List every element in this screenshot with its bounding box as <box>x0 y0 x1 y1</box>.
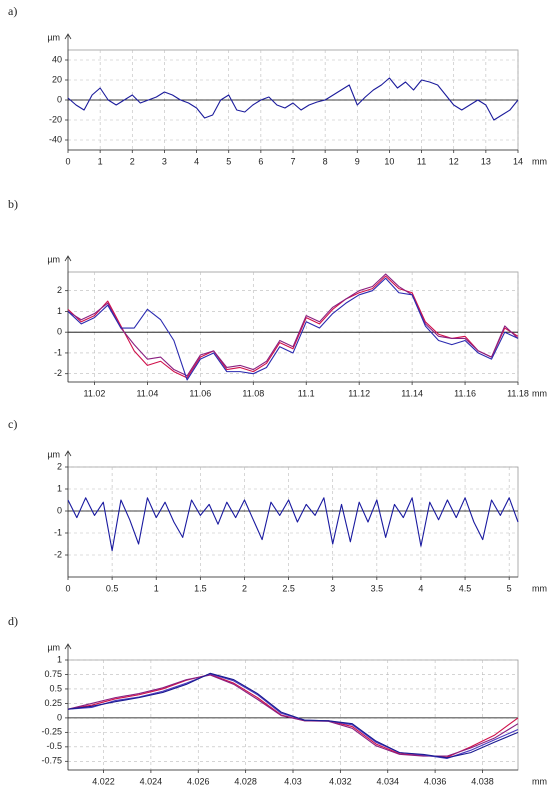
profile-line <box>67 674 519 757</box>
x-axis-label: mm <box>532 776 547 786</box>
x-tick-label: 4.032 <box>329 776 352 786</box>
y-tick-label: 1 <box>57 306 62 316</box>
x-axis-label: mm <box>532 156 547 166</box>
x-tick-label: 11.08 <box>242 388 264 398</box>
x-tick-label: 11.16 <box>454 388 476 398</box>
x-tick-label: 6 <box>258 156 263 166</box>
x-tick-label: 11.14 <box>401 388 423 398</box>
y-axis-label: µm <box>47 32 60 42</box>
x-tick-label: 5 <box>226 156 231 166</box>
panel-label: c) <box>8 417 17 431</box>
x-tick-label: 4.026 <box>187 776 210 786</box>
x-tick-label: 0 <box>65 583 70 593</box>
x-tick-label: 12 <box>449 156 459 166</box>
x-tick-label: 4.5 <box>459 583 472 593</box>
x-tick-label: 0 <box>65 156 70 166</box>
plot-area <box>67 466 519 578</box>
x-axis-label: mm <box>532 583 547 593</box>
y-tick-label: 2 <box>57 285 62 295</box>
y-tick-label: 0.5 <box>49 683 62 693</box>
x-tick-label: 4 <box>418 583 423 593</box>
x-tick-label: 7 <box>290 156 295 166</box>
y-tick-label: 0 <box>57 712 62 722</box>
profile-line <box>67 273 519 377</box>
y-tick-label: -0.5 <box>46 741 62 751</box>
y-tick-label: 0 <box>57 94 62 104</box>
x-tick-label: 4.034 <box>376 776 399 786</box>
y-tick-label: 40 <box>52 54 62 64</box>
profile-line <box>67 275 519 379</box>
y-axis-label: µm <box>47 449 60 459</box>
x-tick-label: 1.5 <box>194 583 207 593</box>
x-tick-label: 4.024 <box>140 776 163 786</box>
x-tick-label: 1 <box>98 156 103 166</box>
x-tick-label: 2 <box>242 583 247 593</box>
y-tick-label: -40 <box>49 134 62 144</box>
y-tick-label: -0.25 <box>41 727 62 737</box>
x-tick-label: 11 <box>417 156 426 166</box>
profile-line <box>67 77 519 121</box>
x-tick-label: 4.028 <box>234 776 257 786</box>
x-tick-label: 10 <box>384 156 394 166</box>
x-tick-label: 11.18 <box>507 388 529 398</box>
y-axis-label: µm <box>47 254 60 264</box>
x-tick-label: 13 <box>481 156 491 166</box>
x-tick-label: 4.03 <box>284 776 302 786</box>
x-tick-label: 4.038 <box>471 776 494 786</box>
y-axis <box>64 643 72 770</box>
plot-area <box>67 271 519 383</box>
x-tick-label: 3.5 <box>371 583 384 593</box>
y-axis-label: µm <box>47 642 60 652</box>
x-tick-label: 4.036 <box>424 776 447 786</box>
panel-label: b) <box>8 197 18 211</box>
profile-line <box>67 497 519 552</box>
x-axis-label: mm <box>532 388 547 398</box>
y-axis <box>64 33 72 150</box>
x-tick-label: 4.022 <box>92 776 115 786</box>
x-tick-label: 5 <box>507 583 512 593</box>
y-axis <box>64 255 72 382</box>
profile-line <box>67 277 519 381</box>
x-tick-label: 1 <box>154 583 159 593</box>
y-tick-label: -20 <box>49 114 62 124</box>
y-tick-label: -1 <box>54 347 62 357</box>
y-tick-label: 20 <box>52 74 62 84</box>
panel-label: d) <box>8 614 18 628</box>
y-tick-label: 0 <box>57 505 62 515</box>
x-tick-label: 11.02 <box>84 388 106 398</box>
x-tick-label: 0.5 <box>106 583 119 593</box>
x-tick-label: 8 <box>323 156 328 166</box>
y-tick-label: -2 <box>54 368 62 378</box>
x-tick-label: 11.04 <box>136 388 158 398</box>
x-tick-label: 14 <box>513 156 523 166</box>
y-tick-label: -2 <box>54 549 62 559</box>
x-tick-label: 11.1 <box>298 388 315 398</box>
y-tick-label: 0 <box>57 327 62 337</box>
x-tick-label: 4 <box>194 156 199 166</box>
x-tick-label: 11.06 <box>189 388 211 398</box>
profile-line <box>67 672 519 759</box>
x-tick-label: 3 <box>330 583 335 593</box>
y-tick-label: 0.25 <box>44 698 62 708</box>
x-tick-label: 2 <box>130 156 135 166</box>
y-axis <box>64 450 72 577</box>
x-tick-label: 2.5 <box>282 583 295 593</box>
x-tick-label: 9 <box>355 156 360 166</box>
y-tick-label: 1 <box>57 654 62 664</box>
x-tick-label: 3 <box>162 156 167 166</box>
y-tick-label: 2 <box>57 461 62 471</box>
y-tick-label: 0.75 <box>44 669 62 679</box>
x-tick-label: 11.12 <box>348 388 370 398</box>
panel-label: a) <box>8 4 17 18</box>
y-tick-label: 1 <box>57 483 62 493</box>
y-tick-label: -0.75 <box>41 756 62 766</box>
y-tick-label: -1 <box>54 527 62 537</box>
